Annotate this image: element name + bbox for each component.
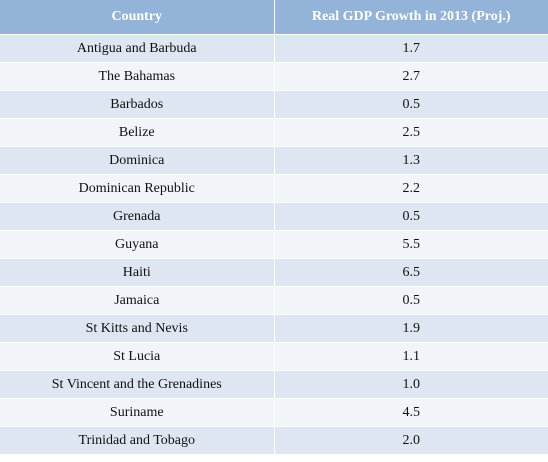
country-cell: The Bahamas [0, 62, 275, 91]
country-cell: Barbados [0, 90, 275, 119]
table-row: Trinidad and Tobago 2.0 [0, 426, 548, 454]
table-header: Country Real GDP Growth in 2013 (Proj.) [0, 0, 548, 35]
country-cell: Dominica [0, 146, 275, 175]
gdp-growth-cell: 1.7 [274, 34, 548, 63]
country-cell: Jamaica [0, 286, 275, 315]
table-row: Grenada 0.5 [0, 202, 548, 231]
header-gdp-growth: Real GDP Growth in 2013 (Proj.) [274, 0, 548, 35]
header-country: Country [0, 0, 275, 35]
country-cell: Belize [0, 118, 275, 147]
country-cell: St Vincent and the Grenadines [0, 370, 275, 399]
country-cell: Antigua and Barbuda [0, 34, 275, 63]
table-row: Suriname 4.5 [0, 398, 548, 427]
gdp-growth-cell: 1.0 [274, 370, 548, 399]
table-row: Antigua and Barbuda 1.7 [0, 34, 548, 63]
country-cell: Suriname [0, 398, 275, 427]
table-row: Dominica 1.3 [0, 146, 548, 175]
country-cell: Grenada [0, 202, 275, 231]
gdp-growth-cell: 1.9 [274, 314, 548, 343]
table-row: Haiti 6.5 [0, 258, 548, 287]
table-body: Antigua and Barbuda 1.7 The Bahamas 2.7 Barb… [0, 34, 548, 454]
country-cell: Haiti [0, 258, 275, 287]
country-cell: Guyana [0, 230, 275, 259]
gdp-growth-cell: 5.5 [274, 230, 548, 259]
table-row: Barbados 0.5 [0, 90, 548, 119]
gdp-growth-cell: 0.5 [274, 286, 548, 315]
gdp-growth-cell: 2.5 [274, 118, 548, 147]
gdp-growth-cell: 6.5 [274, 258, 548, 287]
gdp-growth-cell: 2.0 [274, 426, 548, 454]
gdp-growth-cell: 2.7 [274, 62, 548, 91]
gdp-growth-cell: 0.5 [274, 90, 548, 119]
gdp-growth-cell: 1.3 [274, 146, 548, 175]
table-row: The Bahamas 2.7 [0, 62, 548, 91]
country-cell: Dominican Republic [0, 174, 275, 203]
header-row: Country Real GDP Growth in 2013 (Proj.) [0, 0, 548, 35]
gdp-growth-cell: 4.5 [274, 398, 548, 427]
table-row: St Kitts and Nevis 1.9 [0, 314, 548, 343]
table-row: St Vincent and the Grenadines 1.0 [0, 370, 548, 399]
gdp-growth-cell: 2.2 [274, 174, 548, 203]
table-row: Guyana 5.5 [0, 230, 548, 259]
table-row: Jamaica 0.5 [0, 286, 548, 315]
country-cell: St Lucia [0, 342, 275, 371]
gdp-growth-cell: 1.1 [274, 342, 548, 371]
country-cell: Trinidad and Tobago [0, 426, 275, 454]
table-row: Belize 2.5 [0, 118, 548, 147]
table-row: St Lucia 1.1 [0, 342, 548, 371]
gdp-growth-cell: 0.5 [274, 202, 548, 231]
country-cell: St Kitts and Nevis [0, 314, 275, 343]
table-row: Dominican Republic 2.2 [0, 174, 548, 203]
